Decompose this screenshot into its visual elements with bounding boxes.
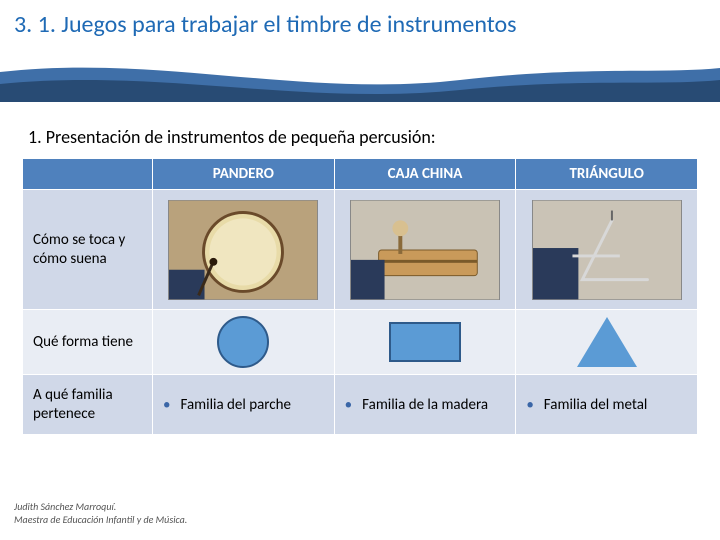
family-triangulo: •Familia del metal (516, 375, 698, 435)
shape-triangulo (516, 310, 698, 375)
row-label-family: A qué familia pertenece (23, 375, 153, 435)
slide-subtitle: 1. Presentación de instrumentos de peque… (0, 102, 720, 158)
header-caja-china: CAJA CHINA (334, 159, 516, 190)
photo-triangulo (516, 190, 698, 310)
row-label-how: Cómo se toca y cómo suena (23, 190, 153, 310)
family-caja-china-text: Familia de la madera (362, 396, 488, 414)
family-pandero-text: Familia del parche (180, 396, 291, 414)
bullet-icon: • (163, 396, 180, 414)
header-pandero: PANDERO (153, 159, 335, 190)
row-label-shape: Qué forma tiene (23, 310, 153, 375)
shape-pandero (153, 310, 335, 375)
bullet-icon: • (345, 396, 362, 414)
slide-title: 3. 1. Juegos para trabajar el timbre de … (0, 0, 720, 54)
family-caja-china: •Familia de la madera (334, 375, 516, 435)
family-pandero: •Familia del parche (153, 375, 335, 435)
family-triangulo-text: Familia del metal (544, 396, 648, 414)
bullet-icon: • (526, 396, 543, 414)
instruments-table: PANDERO CAJA CHINA TRIÁNGULO Cómo se toc… (0, 158, 720, 435)
decorative-wave (0, 54, 720, 102)
header-blank (23, 159, 153, 190)
footer-author: Judith Sánchez Marroquí. (14, 501, 187, 514)
footer-role: Maestra de Educación Infantil y de Músic… (14, 514, 187, 527)
header-triangulo: TRIÁNGULO (516, 159, 698, 190)
slide-footer: Judith Sánchez Marroquí. Maestra de Educ… (14, 501, 187, 526)
photo-pandero (153, 190, 335, 310)
shape-caja-china (334, 310, 516, 375)
photo-caja-china (334, 190, 516, 310)
